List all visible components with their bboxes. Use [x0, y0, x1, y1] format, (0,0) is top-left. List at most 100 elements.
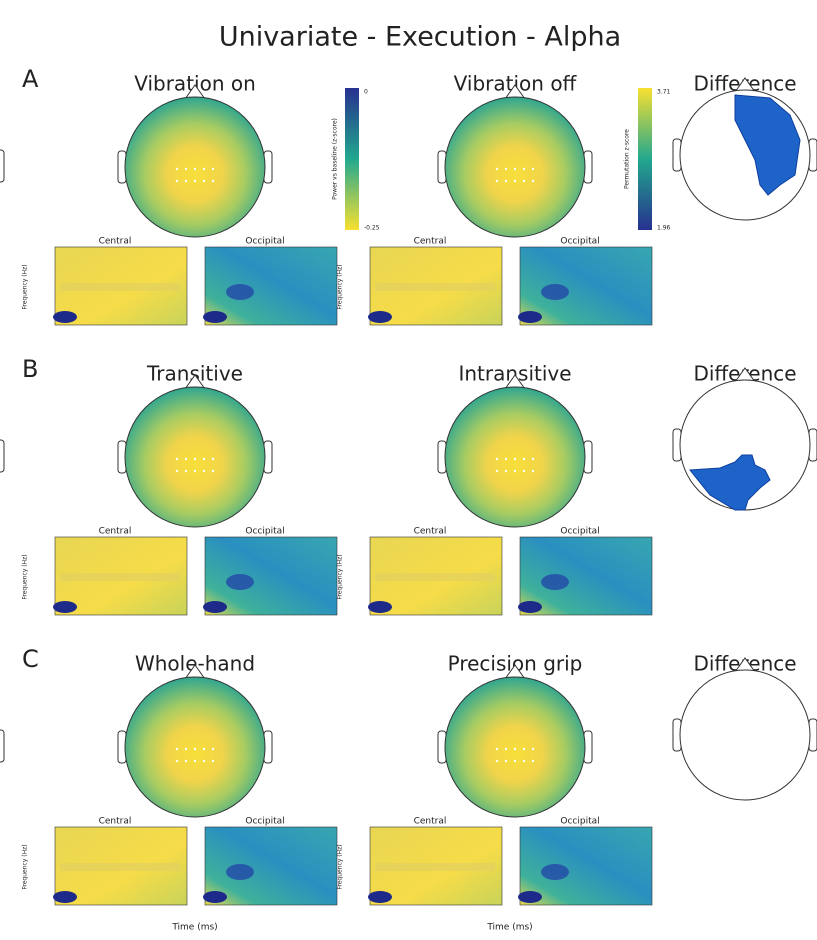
colorbar-tick: 0 — [364, 89, 368, 96]
spectrogram-blob — [53, 891, 77, 903]
electrode — [194, 168, 196, 170]
electrode — [185, 458, 187, 460]
ear — [0, 440, 4, 472]
electrode — [532, 180, 534, 182]
electrode — [185, 180, 187, 182]
electrode — [505, 168, 507, 170]
spectrogram-blob — [541, 864, 569, 880]
electrode — [203, 748, 205, 750]
axis-label: Frequency (Hz) — [337, 554, 344, 599]
electrode — [185, 470, 187, 472]
axis-label: Frequency (Hz) — [22, 264, 29, 309]
spectrogram-band — [60, 283, 180, 291]
spectrogram-band — [375, 863, 495, 871]
electrode — [514, 470, 516, 472]
spectrogram-blob — [541, 284, 569, 300]
electrode — [532, 760, 534, 762]
electrode — [176, 168, 178, 170]
axis-label: Frequency (Hz) — [22, 554, 29, 599]
head — [445, 677, 585, 817]
spectrogram-blob — [518, 601, 542, 613]
electrode — [514, 748, 516, 750]
spectrogram-blob — [226, 284, 254, 300]
electrode — [185, 748, 187, 750]
axis-label: Time (ms) — [486, 923, 532, 933]
figure-title: Univariate - Execution - Alpha — [219, 22, 621, 53]
head — [445, 97, 585, 237]
spectrogram — [205, 247, 337, 325]
electrode — [514, 180, 516, 182]
spectrogram-blob — [518, 311, 542, 323]
electrode — [523, 748, 525, 750]
colorbar-tick: 1.96 — [657, 225, 671, 232]
electrode — [203, 760, 205, 762]
axis-label: Frequency (Hz) — [22, 844, 29, 889]
spectrogram — [520, 827, 652, 905]
electrode — [532, 748, 534, 750]
electrode — [523, 180, 525, 182]
figure: Univariate - Execution - Alpha 0 -0.25 P… — [0, 0, 817, 940]
electrode — [176, 748, 178, 750]
panel-letter: B — [22, 355, 38, 383]
electrode — [496, 470, 498, 472]
ear — [0, 730, 4, 762]
electrode — [194, 458, 196, 460]
electrode — [194, 470, 196, 472]
region-label: Central — [99, 527, 132, 537]
spectrogram-blob — [226, 864, 254, 880]
electrode — [514, 458, 516, 460]
ear — [0, 150, 4, 182]
electrode — [523, 168, 525, 170]
head — [125, 677, 265, 817]
electrode — [514, 760, 516, 762]
electrode — [523, 458, 525, 460]
electrode — [532, 168, 534, 170]
electrode — [212, 748, 214, 750]
electrode — [496, 180, 498, 182]
axis-label: Frequency (Hz) — [337, 844, 344, 889]
region-label: Occipital — [245, 527, 284, 537]
electrode — [523, 470, 525, 472]
electrode — [185, 760, 187, 762]
panel-letter: C — [22, 645, 39, 673]
electrode — [514, 168, 516, 170]
spectrogram-blob — [226, 574, 254, 590]
head — [125, 387, 265, 527]
spectrogram-blob — [368, 311, 392, 323]
electrode — [176, 470, 178, 472]
electrode — [532, 470, 534, 472]
electrode — [496, 748, 498, 750]
region-label: Occipital — [560, 527, 599, 537]
spectrogram-blob — [368, 601, 392, 613]
electrode — [194, 180, 196, 182]
spectrogram-band — [375, 283, 495, 291]
electrode — [203, 180, 205, 182]
electrode — [176, 180, 178, 182]
electrode — [523, 760, 525, 762]
spectrogram-blob — [541, 574, 569, 590]
spectrogram-blob — [53, 601, 77, 613]
region-label: Central — [414, 527, 447, 537]
electrode — [496, 760, 498, 762]
electrode — [176, 458, 178, 460]
spectrogram-blob — [368, 891, 392, 903]
region-label: Central — [414, 237, 447, 247]
axis-label: Time (ms) — [171, 923, 217, 933]
electrode — [505, 760, 507, 762]
electrode — [203, 470, 205, 472]
electrode — [505, 470, 507, 472]
electrode — [496, 458, 498, 460]
spectrogram — [520, 537, 652, 615]
head — [445, 387, 585, 527]
electrode — [496, 168, 498, 170]
spectrogram — [205, 537, 337, 615]
spectrogram-band — [375, 573, 495, 581]
region-label: Occipital — [560, 237, 599, 247]
colorbar-power — [345, 88, 359, 230]
region-label: Central — [99, 817, 132, 827]
colorbar-tick: 3.71 — [657, 89, 671, 96]
spectrogram-band — [60, 573, 180, 581]
spectrogram-blob — [203, 601, 227, 613]
electrode — [212, 168, 214, 170]
electrode — [505, 748, 507, 750]
